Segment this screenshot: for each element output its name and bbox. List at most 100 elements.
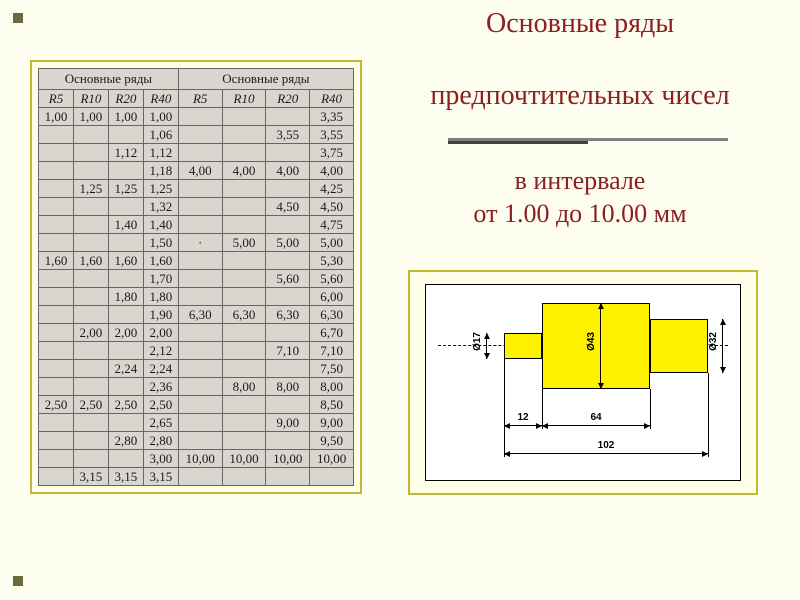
table-cell: 1,32 xyxy=(143,198,178,216)
title-underline xyxy=(448,138,728,144)
table-cell xyxy=(108,270,143,288)
table-cell xyxy=(73,234,108,252)
table-cell: 3,35 xyxy=(310,108,354,126)
table-row: 1,401,404,75 xyxy=(39,216,354,234)
table-cell xyxy=(222,252,266,270)
table-cell xyxy=(39,216,74,234)
table-cell: 7,10 xyxy=(266,342,310,360)
col-header: R20 xyxy=(266,90,310,108)
table-cell: 1,60 xyxy=(73,252,108,270)
table-cell xyxy=(222,360,266,378)
table-cell: 2,36 xyxy=(143,378,178,396)
table-cell xyxy=(108,126,143,144)
title-line1: Основные ряды xyxy=(390,8,770,40)
page-title: Основные ряды предпочтительных чисел xyxy=(390,8,770,114)
table-cell xyxy=(222,126,266,144)
table-cell: 6,70 xyxy=(310,324,354,342)
table-cell xyxy=(222,108,266,126)
table-cell xyxy=(222,396,266,414)
pref-table-frame: Основные ряды Основные ряды R5R10R20R40R… xyxy=(30,60,362,494)
table-cell: 1,40 xyxy=(108,216,143,234)
table-cell: 9,50 xyxy=(310,432,354,450)
table-cell xyxy=(178,378,222,396)
table-cell xyxy=(266,432,310,450)
table-cell xyxy=(108,342,143,360)
table-cell: 6,30 xyxy=(178,306,222,324)
corner-bottom xyxy=(13,576,23,586)
extension-line xyxy=(708,373,709,457)
table-cell: 3,15 xyxy=(73,468,108,486)
table-cell xyxy=(73,198,108,216)
table-cell xyxy=(73,450,108,468)
table-cell xyxy=(73,216,108,234)
table-cell xyxy=(178,342,222,360)
table-cell: 7,50 xyxy=(310,360,354,378)
table-row: 2,659,009,00 xyxy=(39,414,354,432)
dim-length xyxy=(504,425,542,426)
table-cell: 4,75 xyxy=(310,216,354,234)
table-cell xyxy=(108,306,143,324)
table-cell: 2,80 xyxy=(143,432,178,450)
table-cell: 2,12 xyxy=(143,342,178,360)
table-cell xyxy=(266,396,310,414)
table-cell: 10,00 xyxy=(266,450,310,468)
table-row: 1,601,601,601,605,30 xyxy=(39,252,354,270)
table-cell: 4,00 xyxy=(266,162,310,180)
table-cell xyxy=(73,288,108,306)
subtitle-line1: в интервале xyxy=(515,166,646,195)
seg-left xyxy=(504,333,542,359)
table-cell: 1,80 xyxy=(108,288,143,306)
table-cell xyxy=(73,270,108,288)
table-cell: 10,00 xyxy=(222,450,266,468)
table-cell xyxy=(39,432,74,450)
table-cell: 5,30 xyxy=(310,252,354,270)
table-cell xyxy=(222,270,266,288)
table-row: 2,502,502,502,508,50 xyxy=(39,396,354,414)
col-header: R5 xyxy=(39,90,74,108)
table-cell xyxy=(73,126,108,144)
table-cell: 4,00 xyxy=(310,162,354,180)
table-cell xyxy=(178,360,222,378)
dim-diameter xyxy=(722,319,723,373)
table-cell xyxy=(108,450,143,468)
table-row: 2,368,008,008,00 xyxy=(39,378,354,396)
group-header-right: Основные ряды xyxy=(178,69,353,90)
col-header: R10 xyxy=(73,90,108,108)
table-cell xyxy=(39,144,74,162)
table-cell: 4,50 xyxy=(266,198,310,216)
table-cell xyxy=(222,216,266,234)
col-header: R10 xyxy=(222,90,266,108)
table-cell xyxy=(178,468,222,486)
table-cell xyxy=(39,468,74,486)
table-cell: 2,50 xyxy=(143,396,178,414)
table-cell: 1,00 xyxy=(108,108,143,126)
table-row: 2,127,107,10 xyxy=(39,342,354,360)
table-cell xyxy=(178,252,222,270)
table-cell xyxy=(73,162,108,180)
table-cell xyxy=(39,270,74,288)
table-cell: 2,80 xyxy=(108,432,143,450)
table-cell xyxy=(39,360,74,378)
table-cell xyxy=(39,126,74,144)
table-cell xyxy=(178,198,222,216)
dim-total-label: 102 xyxy=(504,440,708,451)
table-cell: 3,55 xyxy=(266,126,310,144)
table-cell xyxy=(266,468,310,486)
table-cell xyxy=(178,288,222,306)
table-cell: 4,00 xyxy=(222,162,266,180)
table-cell: 1,25 xyxy=(73,180,108,198)
table-cell: 1,60 xyxy=(39,252,74,270)
table-cell xyxy=(178,324,222,342)
table-cell xyxy=(222,180,266,198)
table-cell: 1,80 xyxy=(143,288,178,306)
table-cell xyxy=(39,306,74,324)
dim-diameter-label: Ø43 xyxy=(586,332,597,351)
table-cell xyxy=(108,162,143,180)
dim-diameter xyxy=(486,333,487,359)
table-cell: 5,60 xyxy=(310,270,354,288)
table-cell: 1,12 xyxy=(143,144,178,162)
table-cell xyxy=(178,144,222,162)
subtitle: в интервале от 1.00 до 10.00 мм xyxy=(395,165,765,230)
table-cell xyxy=(73,342,108,360)
table-cell: 3,00 xyxy=(143,450,178,468)
